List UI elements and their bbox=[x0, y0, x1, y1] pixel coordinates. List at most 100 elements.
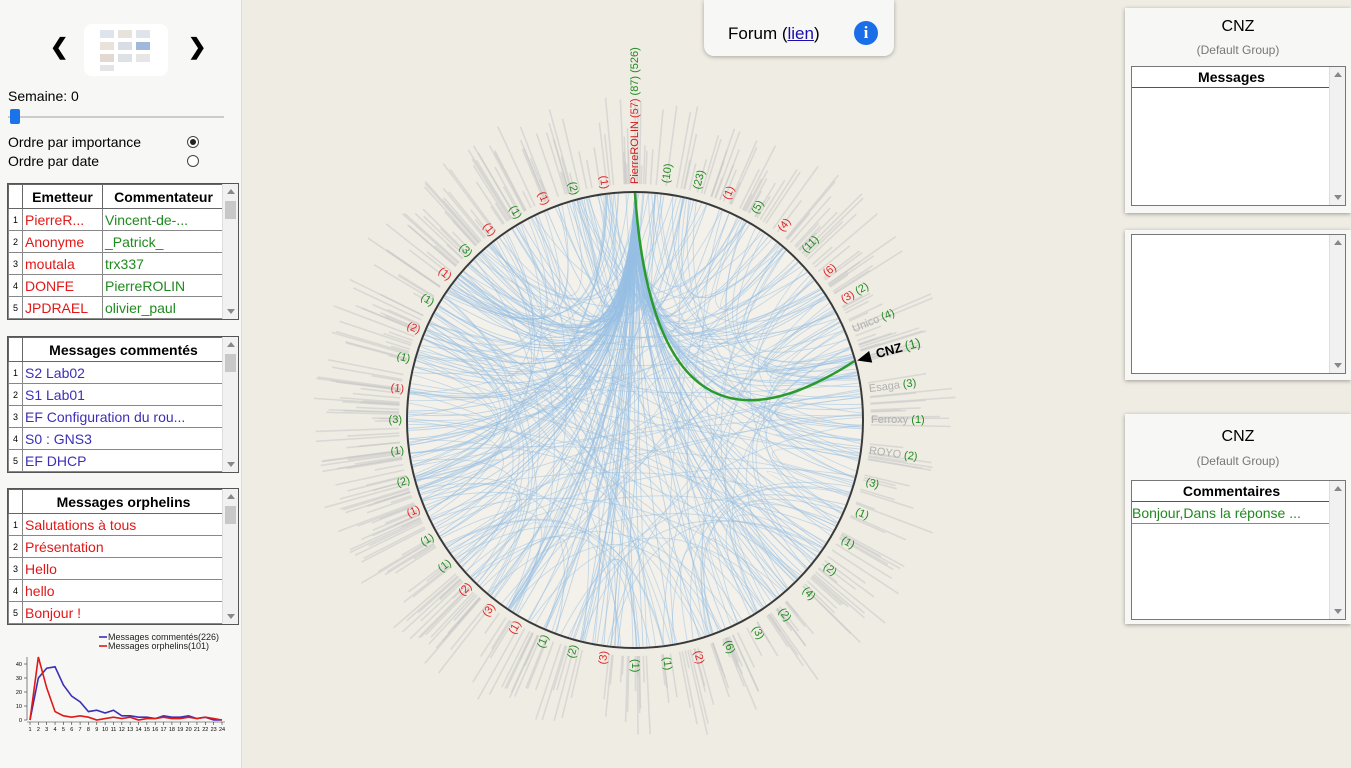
table-cell[interactable]: S0 : GNS3 bbox=[22, 427, 225, 450]
node-label: (2) bbox=[691, 649, 706, 665]
scroll-thumb[interactable] bbox=[225, 506, 236, 524]
table-cell[interactable]: moutala bbox=[22, 252, 103, 275]
table-cell[interactable]: Salutations à tous bbox=[22, 513, 225, 536]
forum-link[interactable]: lien bbox=[787, 24, 814, 43]
table-cell[interactable]: Anonyme bbox=[22, 230, 103, 253]
scrollbar[interactable] bbox=[222, 489, 238, 624]
table-cell[interactable]: EF Configuration du rou... bbox=[22, 405, 225, 428]
info-button[interactable]: i bbox=[854, 21, 878, 45]
scrollbar[interactable] bbox=[222, 337, 238, 472]
table-cell[interactable]: S2 Lab02 bbox=[22, 361, 225, 384]
table-row[interactable]: 4 DONFE PierreROLIN bbox=[8, 274, 225, 297]
node-count: (2) bbox=[853, 280, 871, 297]
scrollbar[interactable] bbox=[1329, 235, 1345, 373]
scroll-down[interactable] bbox=[227, 309, 235, 314]
name-texture bbox=[347, 475, 407, 492]
edge bbox=[477, 192, 636, 328]
scrollbar[interactable] bbox=[222, 184, 238, 319]
x-tick-label: 16 bbox=[152, 727, 158, 733]
edge bbox=[409, 353, 498, 397]
table-cell[interactable]: EF DHCP bbox=[22, 449, 225, 472]
name-texture bbox=[401, 578, 462, 633]
table-row[interactable]: 1 Salutations à tous bbox=[8, 513, 225, 536]
edge bbox=[493, 197, 682, 598]
radio-button[interactable] bbox=[187, 155, 199, 167]
slider-thumb[interactable] bbox=[10, 109, 20, 124]
edge bbox=[436, 416, 863, 531]
table-row[interactable]: 2 S1 Lab01 bbox=[8, 383, 225, 406]
prev-button[interactable]: ❮ bbox=[50, 34, 69, 59]
scroll-thumb[interactable] bbox=[225, 354, 236, 372]
scrollbar[interactable] bbox=[1329, 67, 1345, 205]
table-row[interactable]: 4 hello bbox=[8, 579, 225, 602]
name-texture bbox=[604, 654, 613, 717]
table-cell[interactable]: _Patrick_ bbox=[102, 230, 225, 253]
node-label: (3) bbox=[749, 624, 766, 642]
name-texture bbox=[352, 392, 401, 399]
node-count: (2) bbox=[566, 180, 581, 196]
panel-row[interactable]: Bonjour,Dans la réponse ... bbox=[1132, 502, 1332, 524]
thumb-cell bbox=[100, 30, 114, 38]
scroll-up[interactable] bbox=[227, 494, 235, 499]
table-cell[interactable]: Bonjour ! bbox=[22, 601, 225, 624]
edge bbox=[720, 245, 781, 606]
scroll-thumb[interactable] bbox=[225, 201, 236, 219]
table-row[interactable]: 3 moutala trx337 bbox=[8, 252, 225, 275]
table-cell[interactable]: S1 Lab01 bbox=[22, 383, 225, 406]
scroll-up[interactable] bbox=[227, 189, 235, 194]
name-texture bbox=[412, 566, 451, 598]
name-texture bbox=[380, 311, 418, 330]
table-row[interactable]: 5 EF DHCP bbox=[8, 449, 225, 472]
scroll-down[interactable] bbox=[227, 614, 235, 619]
edge bbox=[412, 374, 497, 477]
table-cell[interactable]: Présentation bbox=[22, 535, 225, 558]
name-texture bbox=[603, 134, 611, 186]
name-texture bbox=[371, 505, 416, 524]
table-row[interactable]: 2 Anonyme _Patrick_ bbox=[8, 230, 225, 253]
edge bbox=[422, 491, 702, 638]
radio-button[interactable] bbox=[187, 136, 199, 148]
scroll-down[interactable] bbox=[227, 462, 235, 467]
radio-label[interactable]: Ordre par importance bbox=[8, 134, 142, 150]
table-cell[interactable]: PierreROLIN bbox=[102, 274, 225, 297]
week-slider[interactable] bbox=[8, 109, 224, 124]
radio-label[interactable]: Ordre par date bbox=[8, 153, 100, 169]
table-row[interactable]: 1 S2 Lab02 bbox=[8, 361, 225, 384]
table-row[interactable]: 5 JPDRAEL olivier_paul bbox=[8, 296, 225, 319]
table-row[interactable]: 4 S0 : GNS3 bbox=[8, 427, 225, 450]
name-texture bbox=[471, 158, 511, 221]
name-texture bbox=[868, 454, 908, 463]
edge bbox=[570, 558, 638, 648]
edge bbox=[634, 192, 803, 574]
scrollbar[interactable] bbox=[1329, 481, 1345, 619]
name-texture bbox=[494, 166, 522, 214]
thumbnail[interactable] bbox=[84, 24, 168, 76]
edge bbox=[412, 194, 608, 468]
name-texture bbox=[519, 139, 547, 202]
table-cell[interactable]: hello bbox=[22, 579, 225, 602]
name-texture bbox=[385, 340, 411, 350]
table-cell[interactable]: PierreR... bbox=[22, 208, 103, 231]
table-cell[interactable]: Vincent-de-... bbox=[102, 208, 225, 231]
table: Emetteur Commentateur 1 PierreR... Vincent-d… bbox=[8, 184, 225, 319]
table-row[interactable]: 5 Bonjour ! bbox=[8, 601, 225, 624]
name-texture bbox=[450, 603, 488, 651]
name-texture bbox=[724, 637, 739, 668]
table-row[interactable]: 3 EF Configuration du rou... bbox=[8, 405, 225, 428]
table-cell[interactable]: Hello bbox=[22, 557, 225, 580]
scroll-up[interactable] bbox=[227, 342, 235, 347]
table-cell[interactable]: olivier_paul bbox=[102, 296, 225, 319]
node-label: (3) bbox=[389, 414, 402, 426]
table-row[interactable]: 2 Présentation bbox=[8, 535, 225, 558]
edge bbox=[608, 194, 831, 536]
table-cell[interactable]: DONFE bbox=[22, 274, 103, 297]
next-button[interactable]: ❯ bbox=[188, 34, 207, 59]
name-texture bbox=[806, 580, 838, 610]
table-cell[interactable]: JPDRAEL bbox=[22, 296, 103, 319]
edge bbox=[732, 227, 860, 387]
table-cell[interactable]: trx337 bbox=[102, 252, 225, 275]
edge bbox=[407, 418, 827, 543]
table-row[interactable]: 1 PierreR... Vincent-de-... bbox=[8, 208, 225, 231]
table-row[interactable]: 3 Hello bbox=[8, 557, 225, 580]
